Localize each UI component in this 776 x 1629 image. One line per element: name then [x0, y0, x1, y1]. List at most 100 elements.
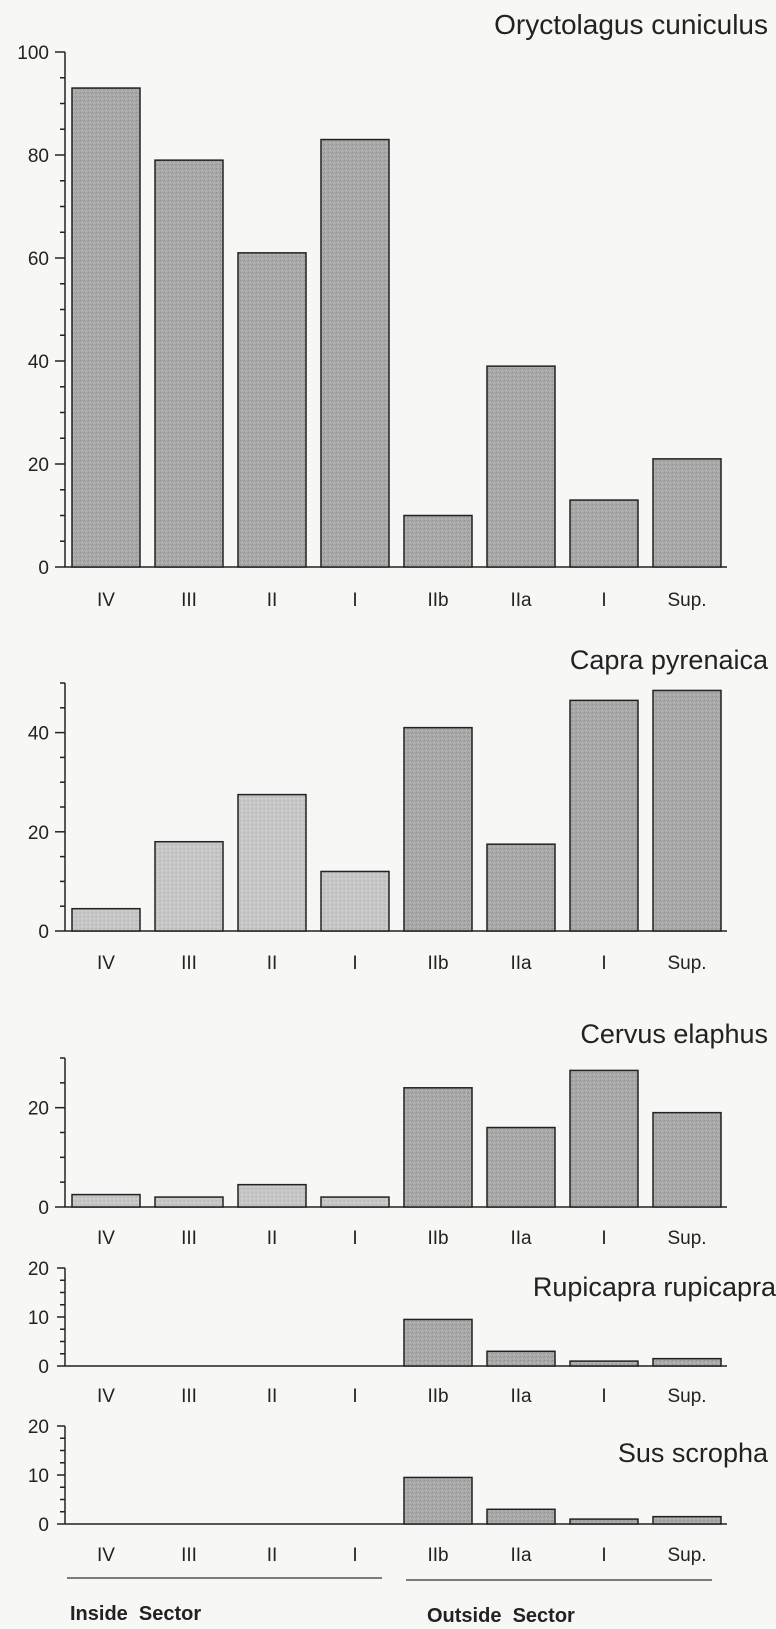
y-tick-label: 10: [28, 1466, 49, 1487]
x-tick-label: IIb: [427, 1386, 448, 1407]
bar-6: [486, 1350, 556, 1367]
x-tick-label: I: [352, 953, 357, 974]
y-tick-label: 0: [38, 1357, 49, 1378]
inside-sector-label: Inside Sector: [70, 1603, 201, 1625]
x-tick-label: Sup.: [667, 1545, 706, 1566]
bar-5: [403, 1476, 473, 1525]
chart-title: Rupicapra rupicapra: [533, 1272, 776, 1302]
bar-6: [486, 843, 556, 932]
x-tick-label: I: [352, 590, 357, 611]
x-tick-label: III: [181, 953, 197, 974]
x-tick-label: III: [181, 590, 197, 611]
bar-4: [320, 1196, 390, 1208]
bar-6: [486, 1126, 556, 1208]
x-tick-label: Sup.: [667, 953, 706, 974]
bar-3: [237, 1183, 307, 1208]
x-tick-label: Sup.: [667, 1386, 706, 1407]
y-tick-label: 80: [28, 146, 49, 167]
bar-7: [569, 1360, 639, 1367]
x-tick-label: IIa: [510, 590, 532, 611]
bar-3: [237, 252, 307, 568]
x-tick-label: I: [352, 1228, 357, 1249]
x-tick-label: IV: [97, 1228, 115, 1249]
x-tick-label: III: [181, 1386, 197, 1407]
x-tick-label: IV: [97, 590, 115, 611]
x-tick-label: II: [267, 953, 278, 974]
y-tick-label: 20: [28, 1259, 49, 1280]
bar-4: [320, 870, 390, 932]
x-tick-label: II: [267, 590, 278, 611]
bar-7: [569, 1069, 639, 1208]
chart-title: Sus scropha: [618, 1438, 769, 1468]
bar-8: [652, 458, 722, 568]
x-tick-label: I: [601, 953, 606, 974]
x-tick-label: IIa: [510, 1386, 532, 1407]
y-tick-label: 0: [38, 1515, 49, 1536]
bar-2: [154, 159, 224, 568]
x-tick-label: II: [267, 1545, 278, 1566]
bar-6: [486, 1508, 556, 1525]
bar-1: [71, 1193, 141, 1208]
x-tick-label: IIb: [427, 1228, 448, 1249]
x-tick-label: I: [352, 1545, 357, 1566]
y-tick-label: 100: [17, 43, 49, 64]
y-tick-label: 10: [28, 1308, 49, 1329]
bar-4: [320, 138, 390, 568]
x-tick-label: IIb: [427, 590, 448, 611]
y-tick-label: 40: [28, 352, 49, 373]
bar-8: [652, 1111, 722, 1208]
x-tick-label: IIa: [510, 1545, 532, 1566]
x-tick-label: Sup.: [667, 590, 706, 611]
x-tick-label: Sup.: [667, 1228, 706, 1249]
bar-7: [569, 499, 639, 568]
x-tick-label: II: [267, 1228, 278, 1249]
x-tick-label: I: [601, 1545, 606, 1566]
bar-5: [403, 726, 473, 932]
y-tick-label: 0: [38, 922, 49, 943]
bar-7: [569, 1518, 639, 1525]
bar-6: [486, 365, 556, 568]
chart-title: Capra pyrenaica: [570, 645, 769, 675]
x-tick-label: II: [267, 1386, 278, 1407]
x-tick-label: I: [601, 1228, 606, 1249]
bar-8: [652, 1357, 722, 1367]
bar-7: [569, 699, 639, 932]
bar-2: [154, 1196, 224, 1208]
x-tick-label: I: [352, 1386, 357, 1407]
y-tick-label: 60: [28, 249, 49, 270]
outside-sector-label: Outside Sector: [427, 1605, 575, 1627]
y-tick-label: 20: [28, 1099, 49, 1120]
y-tick-label: 20: [28, 455, 49, 476]
y-tick-label: 20: [28, 1417, 49, 1438]
y-tick-label: 40: [28, 724, 49, 745]
bar-1: [71, 907, 141, 932]
x-tick-label: I: [601, 1386, 606, 1407]
x-tick-label: IV: [97, 1545, 115, 1566]
x-tick-label: I: [601, 590, 606, 611]
x-tick-label: IIb: [427, 1545, 448, 1566]
chart-title: Cervus elaphus: [580, 1019, 768, 1049]
bar-3: [237, 793, 307, 932]
bar-1: [71, 87, 141, 568]
x-tick-label: IIb: [427, 953, 448, 974]
bar-8: [652, 689, 722, 932]
x-tick-label: IV: [97, 953, 115, 974]
sector-labels: Inside Sector Outside Sector: [67, 1577, 712, 1627]
bar-5: [403, 514, 473, 568]
y-tick-label: 0: [38, 558, 49, 579]
y-tick-label: 20: [28, 823, 49, 844]
x-tick-label: IIa: [510, 953, 532, 974]
bar-8: [652, 1515, 722, 1525]
x-tick-label: III: [181, 1545, 197, 1566]
x-tick-label: III: [181, 1228, 197, 1249]
bar-2: [154, 840, 224, 932]
bar-5: [403, 1318, 473, 1367]
x-tick-label: IIa: [510, 1228, 532, 1249]
bar-5: [403, 1087, 473, 1208]
